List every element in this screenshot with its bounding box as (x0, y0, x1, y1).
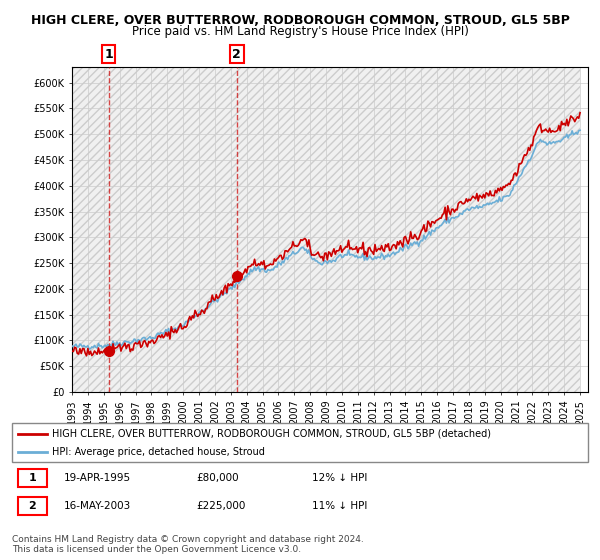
Text: 16-MAY-2003: 16-MAY-2003 (64, 501, 131, 511)
Text: 1: 1 (28, 473, 36, 483)
FancyBboxPatch shape (18, 497, 47, 515)
FancyBboxPatch shape (12, 423, 588, 462)
Text: 2: 2 (28, 501, 36, 511)
Text: 1: 1 (104, 48, 113, 60)
Text: Contains HM Land Registry data © Crown copyright and database right 2024.
This d: Contains HM Land Registry data © Crown c… (12, 535, 364, 554)
FancyBboxPatch shape (18, 469, 47, 487)
Text: £80,000: £80,000 (196, 473, 239, 483)
Text: 19-APR-1995: 19-APR-1995 (64, 473, 131, 483)
Text: 2: 2 (232, 48, 241, 60)
Text: Price paid vs. HM Land Registry's House Price Index (HPI): Price paid vs. HM Land Registry's House … (131, 25, 469, 38)
Text: HPI: Average price, detached house, Stroud: HPI: Average price, detached house, Stro… (52, 447, 265, 457)
Text: HIGH CLERE, OVER BUTTERROW, RODBOROUGH COMMON, STROUD, GL5 5BP (detached): HIGH CLERE, OVER BUTTERROW, RODBOROUGH C… (52, 429, 491, 439)
Text: 12% ↓ HPI: 12% ↓ HPI (311, 473, 367, 483)
Text: 11% ↓ HPI: 11% ↓ HPI (311, 501, 367, 511)
Text: HIGH CLERE, OVER BUTTERROW, RODBOROUGH COMMON, STROUD, GL5 5BP: HIGH CLERE, OVER BUTTERROW, RODBOROUGH C… (31, 14, 569, 27)
Text: £225,000: £225,000 (196, 501, 245, 511)
